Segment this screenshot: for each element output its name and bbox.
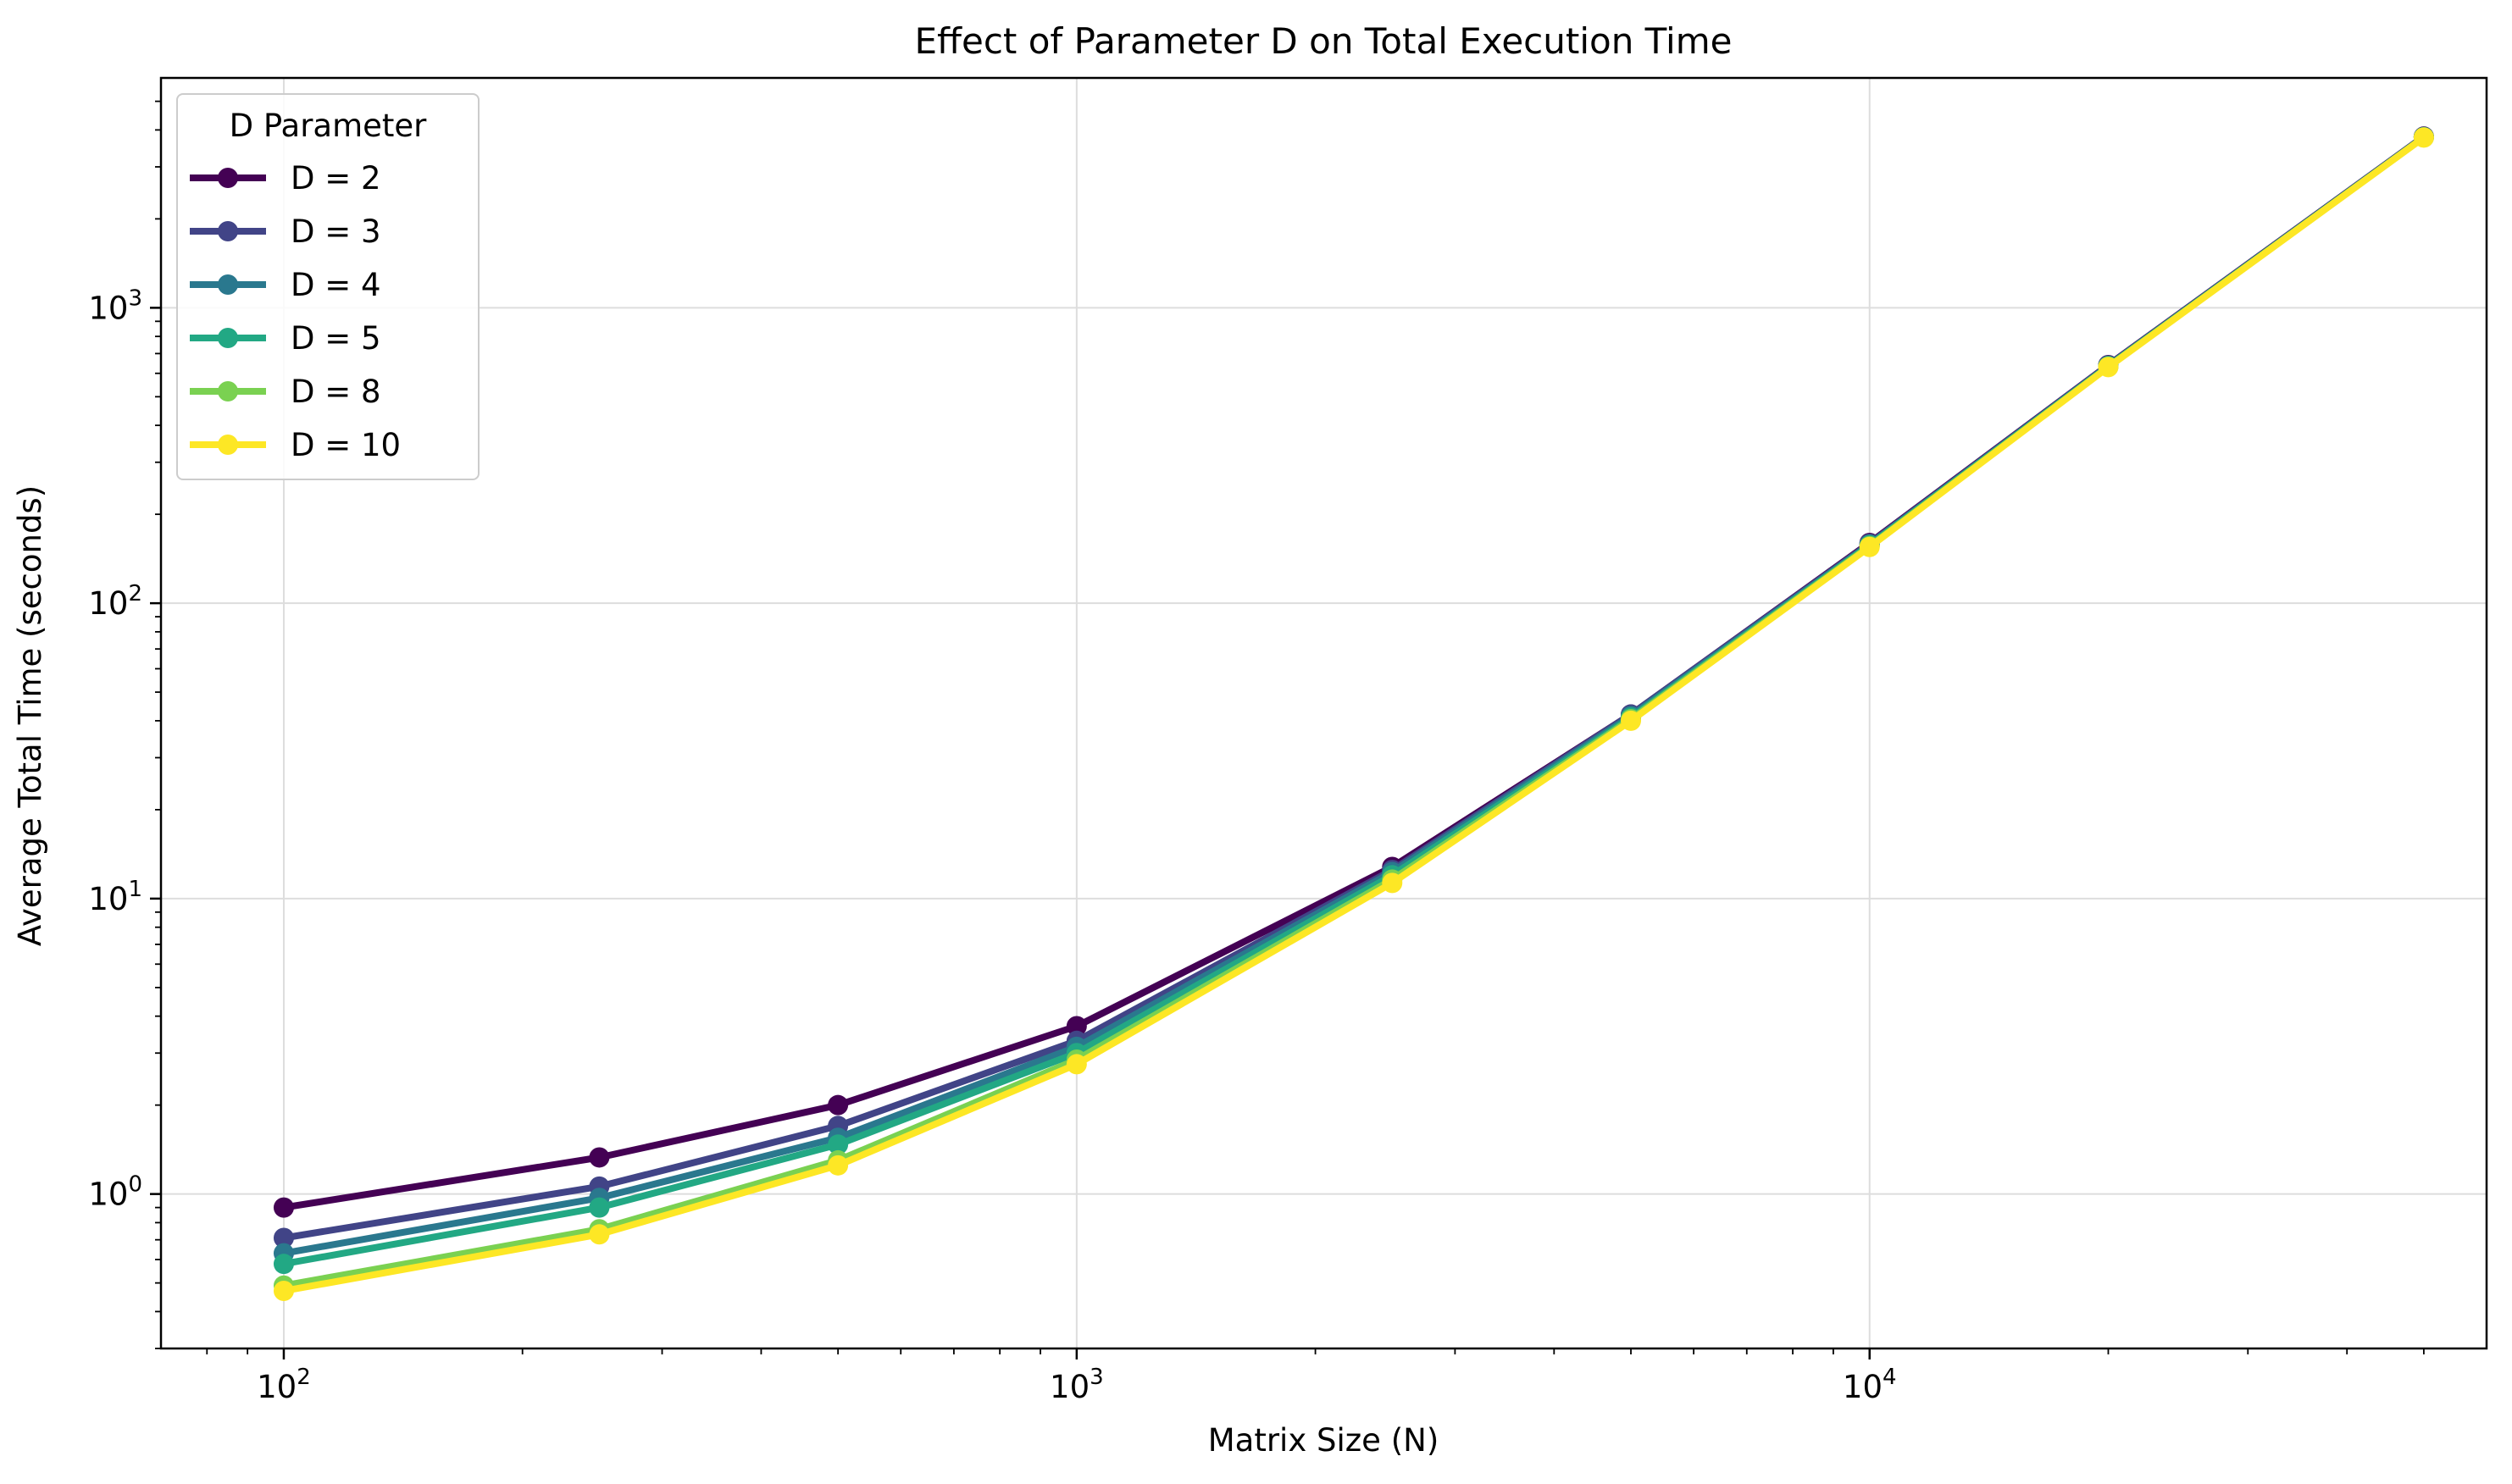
legend-label: D = 8 (291, 374, 381, 410)
data-point (273, 1281, 294, 1302)
data-point (273, 1197, 294, 1218)
data-point (2098, 357, 2119, 378)
data-point (1859, 536, 1880, 557)
y-tick-label: 100 (88, 1172, 142, 1213)
x-tick-label: 104 (1843, 1365, 1897, 1405)
y-tick-label: 102 (88, 581, 142, 622)
data-point (1621, 710, 1642, 731)
plot-frame (159, 76, 2488, 1350)
data-point (1066, 1054, 1087, 1075)
series-d-4 (273, 126, 2434, 1264)
series-d-8 (273, 127, 2434, 1296)
legend-swatch-marker (218, 274, 238, 295)
legend-entry: D = 2 (190, 160, 381, 197)
legend-label: D = 3 (291, 213, 381, 250)
legend-label: D = 5 (291, 320, 381, 357)
series-lines (273, 126, 2434, 1302)
data-point (273, 1227, 294, 1249)
data-point (828, 1155, 849, 1176)
legend: D Parameter D = 2 D = 3 D = 4 D = 5 D = 8 D = … (176, 93, 480, 480)
data-point (1066, 1016, 1087, 1037)
legend-label: D = 2 (291, 160, 381, 197)
legend-swatch-marker (218, 221, 238, 241)
y-tick-label: 103 (88, 285, 142, 326)
legend-title: D Parameter (230, 108, 428, 144)
series-line (280, 134, 2427, 1289)
legend-entry: D = 4 (190, 267, 381, 303)
series-d-2 (273, 126, 2434, 1218)
grid (161, 78, 2487, 1348)
data-point (589, 1147, 610, 1168)
legend-entry: D = 3 (190, 213, 381, 250)
data-point (2413, 127, 2434, 148)
data-point (828, 1134, 849, 1155)
data-point (1382, 872, 1403, 894)
x-tick-label: 102 (257, 1365, 311, 1405)
x-tick-label: 103 (1050, 1365, 1104, 1405)
series-d-5 (273, 126, 2434, 1275)
legend-swatch-marker (218, 168, 238, 188)
x-axis-label: Matrix Size (N) (1208, 1422, 1439, 1459)
legend-label: D = 4 (291, 267, 381, 303)
ticks: 102 103 104 100 101 102 103 (88, 285, 1896, 1405)
series-d-3 (273, 126, 2434, 1249)
series-line (280, 134, 2427, 1294)
series-line (280, 133, 2427, 1242)
minor-ticks (155, 100, 2425, 1354)
data-point (589, 1197, 610, 1218)
series-line (280, 134, 2427, 1268)
chart-title: Effect of Parameter D on Total Execution… (915, 20, 1733, 62)
legend-swatch-marker (218, 381, 238, 401)
y-axis-label: Average Total Time (seconds) (12, 485, 48, 946)
y-tick-label: 101 (88, 877, 142, 917)
legend-label: D = 10 (291, 427, 401, 463)
legend-entry: D = 8 (190, 374, 381, 410)
series-line (280, 133, 2427, 1211)
legend-box (176, 93, 480, 480)
data-point (828, 1094, 849, 1116)
series-d-10 (273, 127, 2434, 1302)
legend-swatch-marker (218, 435, 238, 455)
legend-entry: D = 5 (190, 320, 381, 357)
legend-swatch-marker (218, 328, 238, 348)
data-point (589, 1224, 610, 1245)
data-point (273, 1254, 294, 1275)
legend-entry: D = 10 (190, 427, 401, 463)
series-line (280, 133, 2427, 1257)
